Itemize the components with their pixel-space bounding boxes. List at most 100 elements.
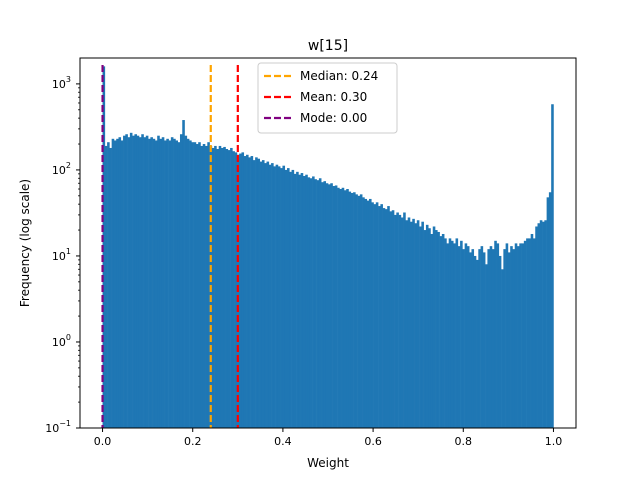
histogram-bar	[480, 246, 484, 428]
histogram-bar	[403, 212, 406, 428]
histogram-bar	[232, 151, 235, 429]
histogram-bar	[437, 231, 440, 428]
histogram-bar	[323, 181, 327, 428]
histogram-bar	[384, 209, 388, 428]
y-tick-label: 101	[52, 247, 71, 263]
histogram-bar	[316, 180, 320, 428]
histogram-bar	[375, 202, 379, 428]
histogram-bar	[387, 206, 390, 428]
x-tick-label: 0.6	[364, 435, 382, 448]
histogram-bar	[462, 249, 465, 428]
y-tick-label: 103	[52, 75, 71, 91]
histogram-bar	[241, 152, 245, 428]
histogram-bar	[466, 246, 470, 428]
histogram-bar	[341, 187, 345, 428]
histogram-bar	[282, 165, 286, 428]
histogram-bar	[453, 243, 456, 428]
bars-layer	[102, 66, 554, 429]
histogram-bar	[116, 138, 119, 428]
histogram-bar	[291, 169, 295, 428]
histogram-bar	[519, 243, 522, 428]
histogram-bar	[218, 145, 222, 428]
histogram-bar	[102, 66, 106, 429]
histogram-bar	[535, 226, 538, 428]
histogram-bar	[246, 154, 249, 429]
histogram-bar	[205, 145, 208, 428]
histogram-bar	[250, 156, 254, 428]
histogram-bar	[460, 240, 463, 428]
histogram-bar	[111, 138, 115, 428]
histogram-bar	[184, 135, 188, 428]
histogram-bar	[544, 220, 547, 428]
histogram-bar	[339, 189, 342, 428]
histogram-bar	[287, 168, 290, 428]
histogram-bar	[368, 198, 372, 428]
histogram-bar	[407, 217, 411, 428]
histogram-bar	[166, 138, 169, 428]
histogram-bar	[366, 200, 370, 428]
histogram-bar	[448, 238, 452, 428]
histogram-bar	[273, 166, 276, 428]
y-tick-label: 102	[52, 161, 71, 177]
histogram-bar	[182, 120, 185, 429]
histogram-bar	[503, 249, 506, 428]
histogram-bar	[487, 249, 490, 428]
x-tick-label: 1.0	[545, 435, 563, 448]
histogram-bar	[123, 135, 126, 428]
histogram-bar	[154, 140, 158, 428]
histogram-bar	[141, 134, 144, 429]
histogram-bar	[362, 197, 365, 428]
histogram-bar	[211, 147, 215, 429]
legend: Median: 0.24 Mean: 0.30 Mode: 0.00	[257, 62, 398, 134]
legend-label: Mode: 0.00	[300, 111, 367, 125]
x-tick-label: 0.0	[94, 435, 112, 448]
y-axis: 10−1 100 101 102 103	[45, 75, 80, 435]
histogram-bar	[257, 158, 260, 428]
histogram-bar	[261, 160, 265, 428]
histogram-bar	[159, 138, 163, 428]
histogram-bar	[330, 183, 333, 428]
histogram-bar	[325, 183, 329, 428]
histogram-bar	[173, 138, 176, 428]
histogram-bar	[113, 140, 117, 428]
histogram-bar	[293, 173, 297, 428]
histogram-bar	[346, 189, 349, 428]
histogram-bar	[391, 210, 395, 428]
histogram-bar	[496, 243, 500, 428]
histogram-bar	[280, 168, 283, 428]
histogram-bar	[125, 134, 128, 429]
histogram-bar	[145, 135, 149, 428]
histogram-bar	[471, 249, 475, 428]
histogram-bar	[248, 157, 251, 428]
histogram-bar	[435, 230, 438, 428]
histogram-bar	[186, 138, 190, 428]
histogram-bar	[530, 233, 534, 428]
histogram-bar	[284, 169, 288, 428]
histogram-bar	[148, 138, 151, 428]
histogram-bar	[225, 149, 229, 428]
histogram-bar	[501, 269, 504, 428]
x-axis-label: Weight	[307, 456, 349, 470]
histogram-bar	[214, 145, 217, 428]
histogram-bar	[423, 230, 427, 428]
histogram-bar	[491, 249, 495, 428]
histogram-bar	[528, 238, 531, 428]
histogram-bar	[505, 243, 509, 428]
histogram-bar	[239, 153, 242, 428]
histogram-bar	[175, 140, 178, 428]
histogram-bar	[478, 249, 481, 428]
histogram-bar	[414, 223, 418, 428]
histogram-bar	[312, 176, 315, 428]
histogram-bar	[430, 233, 434, 428]
histogram-bar	[357, 195, 361, 428]
histogram-bar	[302, 175, 306, 428]
histogram-bar	[207, 142, 210, 429]
histogram-bar	[350, 192, 354, 428]
histogram-bar	[179, 134, 183, 429]
histogram-bar	[455, 238, 459, 428]
histogram-bar	[512, 249, 516, 428]
histogram-bar	[220, 147, 224, 429]
histogram-bar	[271, 163, 274, 428]
histogram-bar	[150, 137, 153, 428]
